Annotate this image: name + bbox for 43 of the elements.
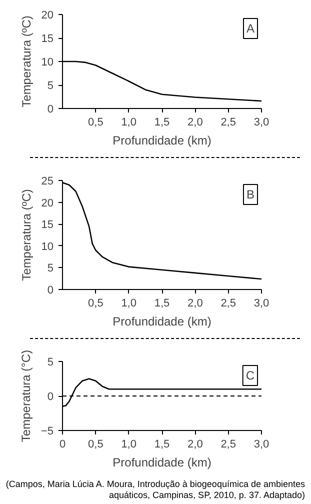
y-tick-label: 25 [41, 176, 54, 188]
y-tick-label: 0 [47, 104, 54, 116]
y-tick-label: 15 [41, 219, 54, 232]
y-axis-title: Temperatura (ºC) [19, 16, 34, 108]
y-tick-label: 0 [47, 284, 54, 296]
x-tick-label: 2,5 [220, 298, 236, 310]
x-tick-label: 2,0 [188, 438, 203, 450]
y-tick-label: 10 [41, 56, 54, 68]
x-axis-title: Profundidade (km) [112, 314, 212, 328]
x-tick-label: 1,0 [121, 438, 136, 450]
x-tick-label: 1,0 [121, 116, 136, 128]
y-tick-label: 5 [47, 80, 54, 92]
y-tick-label: 0 [47, 391, 54, 403]
y-tick-label: 15 [41, 33, 54, 45]
x-tick-label: 2,5 [220, 116, 236, 128]
y-axis-title: Temperatura (°C) [18, 350, 33, 442]
x-tick-label: 1,0 [121, 298, 136, 310]
x-tick-label: 0,5 [88, 298, 104, 310]
x-tick-label: 1,5 [154, 298, 170, 310]
annotation: B [246, 188, 255, 202]
y-tick-label: −5 [40, 426, 54, 438]
x-tick-label: 1,5 [154, 438, 170, 450]
y-tick-label: 5 [47, 356, 54, 368]
annotation: C [246, 368, 255, 382]
y-axis-title: Temperatura (ºC) [19, 189, 34, 281]
x-tick-label: 0 [59, 438, 66, 450]
x-tick-label: 0,5 [88, 116, 104, 128]
text: (Campos, Maria Lúcia A. Moura, Introdução à biogeoquímica de ambientes aquáticos, Campinas, SP, 2010, p. 37. Adaptado) [5, 479, 305, 501]
x-tick-label: 2,0 [188, 298, 203, 310]
x-tick-label: 2,5 [220, 438, 236, 450]
y-tick-label: 10 [41, 240, 54, 253]
x-tick-label: 0,5 [88, 438, 104, 450]
x-tick-label: 1,5 [154, 116, 170, 128]
x-axis-title: Profundidade (km) [112, 134, 212, 148]
x-tick-label: 3,0 [254, 298, 270, 310]
annotation: A [246, 22, 255, 36]
x-tick-label: 3,0 [254, 116, 270, 128]
y-tick-label: 20 [41, 10, 54, 22]
x-tick-label: 3,0 [254, 438, 270, 450]
x-tick-label: 2,0 [188, 116, 203, 128]
y-tick-label: 5 [47, 262, 54, 275]
y-tick-label: 20 [41, 197, 54, 210]
x-axis-title: Profundidade (km) [112, 456, 212, 470]
